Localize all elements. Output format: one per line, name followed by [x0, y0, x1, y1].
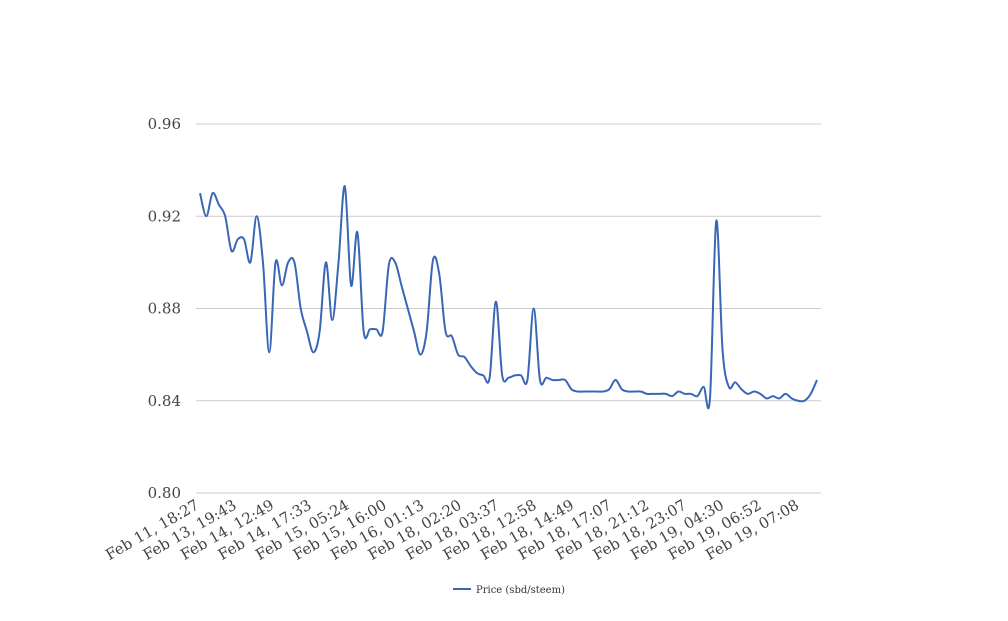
y-tick-label: 0.96: [148, 115, 181, 133]
y-tick-label: 0.88: [148, 300, 181, 318]
y-tick-label: 0.92: [148, 207, 181, 225]
y-axis-ticks: 0.80 0.84 0.88 0.92 0.96: [148, 115, 181, 502]
gridlines: [196, 123, 821, 494]
series-line-price: [199, 185, 818, 410]
series-lines: [199, 185, 818, 410]
legend: Price (sbd/steem): [453, 585, 565, 596]
legend-label: Price (sbd/steem): [476, 585, 565, 596]
y-tick-label: 0.84: [148, 392, 181, 410]
y-tick-label: 0.80: [148, 484, 181, 502]
